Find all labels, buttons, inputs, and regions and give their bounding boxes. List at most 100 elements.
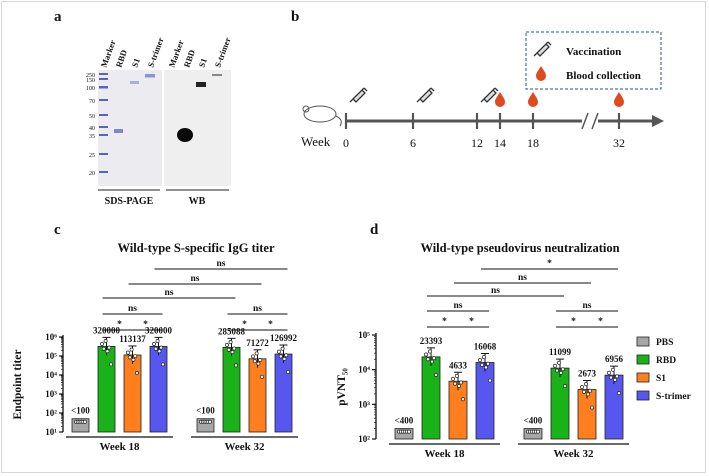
panel-label-a: a bbox=[54, 9, 62, 25]
significance-label: ns bbox=[491, 286, 500, 296]
chart-title: Wild-type pseudovirus neutralization bbox=[420, 241, 619, 255]
significance-label: * bbox=[598, 317, 603, 327]
mouse-icon bbox=[302, 105, 342, 127]
significance-label: ns bbox=[191, 274, 200, 284]
ladder-label: 50 bbox=[89, 114, 95, 120]
blood-drop-icon bbox=[495, 92, 505, 107]
significance-label: * bbox=[547, 259, 552, 269]
bar bbox=[222, 346, 241, 433]
legend-box bbox=[525, 31, 662, 90]
chart-title: Wild-type S-specific IgG titer bbox=[117, 241, 274, 255]
legend-blood-collection: Blood collection bbox=[566, 70, 641, 82]
week-tick-label: 0 bbox=[343, 136, 349, 150]
y-tick-label: 10⁴ bbox=[358, 365, 370, 375]
data-label: 6956 bbox=[605, 354, 624, 364]
y-axis-label: Endpoint titer bbox=[12, 350, 24, 420]
syringe-icon bbox=[533, 41, 552, 57]
week-tick-label: 12 bbox=[471, 136, 483, 150]
sds-page-gel bbox=[98, 70, 162, 186]
bar bbox=[604, 374, 624, 440]
y-tick-label: 10⁴ bbox=[45, 370, 57, 380]
data-label: 2673 bbox=[578, 369, 597, 379]
significance-label: ns bbox=[583, 301, 592, 311]
timeline-panel: Vaccination Blood collection Week 0 6 12 14… bbox=[301, 31, 664, 150]
blood-drop-icon bbox=[614, 92, 624, 107]
significance-label: ns bbox=[253, 304, 262, 314]
ladder-label: 150 bbox=[86, 78, 95, 84]
data-label: 285088 bbox=[218, 326, 246, 336]
legend-swatch bbox=[636, 372, 650, 383]
data-label: 113137 bbox=[119, 334, 146, 344]
data-label: 11099 bbox=[549, 347, 572, 357]
wb-caption: WB bbox=[189, 196, 206, 207]
ladder-label: 20 bbox=[89, 171, 95, 177]
significance-label: * bbox=[268, 320, 273, 330]
panel-label-c: c bbox=[54, 222, 61, 238]
category-label: Week 32 bbox=[224, 441, 265, 453]
western-blot-membrane bbox=[164, 70, 231, 186]
data-label: 4633 bbox=[449, 360, 468, 370]
sds-page-caption: SDS-PAGE bbox=[105, 196, 154, 207]
bar bbox=[123, 354, 142, 433]
timeline-ticks: 0 6 12 14 18 32 bbox=[343, 87, 625, 150]
significance-label: * bbox=[143, 320, 148, 330]
bar bbox=[274, 353, 293, 433]
ladder-label: 40 bbox=[89, 126, 95, 132]
syringe-icon bbox=[349, 87, 368, 103]
significance-label: ns bbox=[165, 288, 174, 298]
category-label: Week 18 bbox=[424, 448, 465, 460]
bar bbox=[475, 362, 495, 440]
legend-vaccination: Vaccination bbox=[566, 46, 621, 58]
legend-label: PBS bbox=[656, 338, 673, 348]
significance-label: ns bbox=[217, 259, 226, 269]
category-label: Week 32 bbox=[553, 448, 594, 460]
legend-label: RBD bbox=[656, 356, 676, 366]
wb-lane-label: RBD bbox=[181, 48, 197, 68]
y-tick-label: 10³ bbox=[358, 399, 370, 409]
sds-lane-label: S1 bbox=[129, 57, 141, 69]
significance-label: * bbox=[117, 320, 122, 330]
bar bbox=[421, 356, 441, 440]
y-tick-label: 10¹ bbox=[45, 427, 57, 437]
y-tick-label: 10⁶ bbox=[45, 332, 57, 342]
week-tick-label: 18 bbox=[527, 136, 539, 150]
wb-s1-band bbox=[196, 82, 206, 87]
chart-igg-titer: Wild-type S-specific IgG titer 10¹ 10² 10³ 1… bbox=[12, 241, 298, 453]
data-label: <100 bbox=[71, 406, 90, 416]
legend-label: S-trimer bbox=[656, 392, 692, 402]
significance-label: * bbox=[442, 317, 447, 327]
data-label: <100 bbox=[196, 406, 215, 416]
blood-drop-icon bbox=[528, 92, 538, 107]
significance-label: * bbox=[469, 317, 474, 327]
data-label: <400 bbox=[524, 416, 543, 426]
significance-label: * bbox=[571, 317, 576, 327]
week-tick-label: 32 bbox=[613, 136, 625, 150]
legend-label: S1 bbox=[656, 374, 666, 384]
s-trimer-band bbox=[145, 74, 155, 78]
marker-ladder-bands bbox=[99, 73, 108, 173]
significance-label: ns bbox=[454, 301, 463, 311]
bar bbox=[97, 346, 116, 433]
wb-lane-label: S1 bbox=[196, 57, 208, 69]
data-label: 71272 bbox=[246, 338, 269, 348]
legend-swatch bbox=[636, 354, 650, 365]
panel-label-d: d bbox=[370, 222, 379, 238]
y-tick-label: 10² bbox=[358, 434, 370, 444]
significance-label: * bbox=[242, 320, 247, 330]
legend-swatch bbox=[636, 336, 650, 347]
week-tick-label: 6 bbox=[410, 136, 416, 150]
y-tick-label: 10² bbox=[45, 408, 57, 418]
rbd-band bbox=[114, 129, 123, 133]
category-label: Week 18 bbox=[99, 441, 140, 453]
y-tick-label: 10⁵ bbox=[45, 351, 57, 361]
ladder-label: 250 bbox=[86, 73, 95, 79]
sds-lane-label: RBD bbox=[113, 48, 129, 68]
y-axis-label: pVNT₅₀ bbox=[336, 368, 348, 406]
wb-rbd-band bbox=[177, 128, 193, 142]
legend-swatch bbox=[636, 390, 650, 401]
data-label: <400 bbox=[395, 416, 414, 426]
bar bbox=[149, 346, 168, 433]
